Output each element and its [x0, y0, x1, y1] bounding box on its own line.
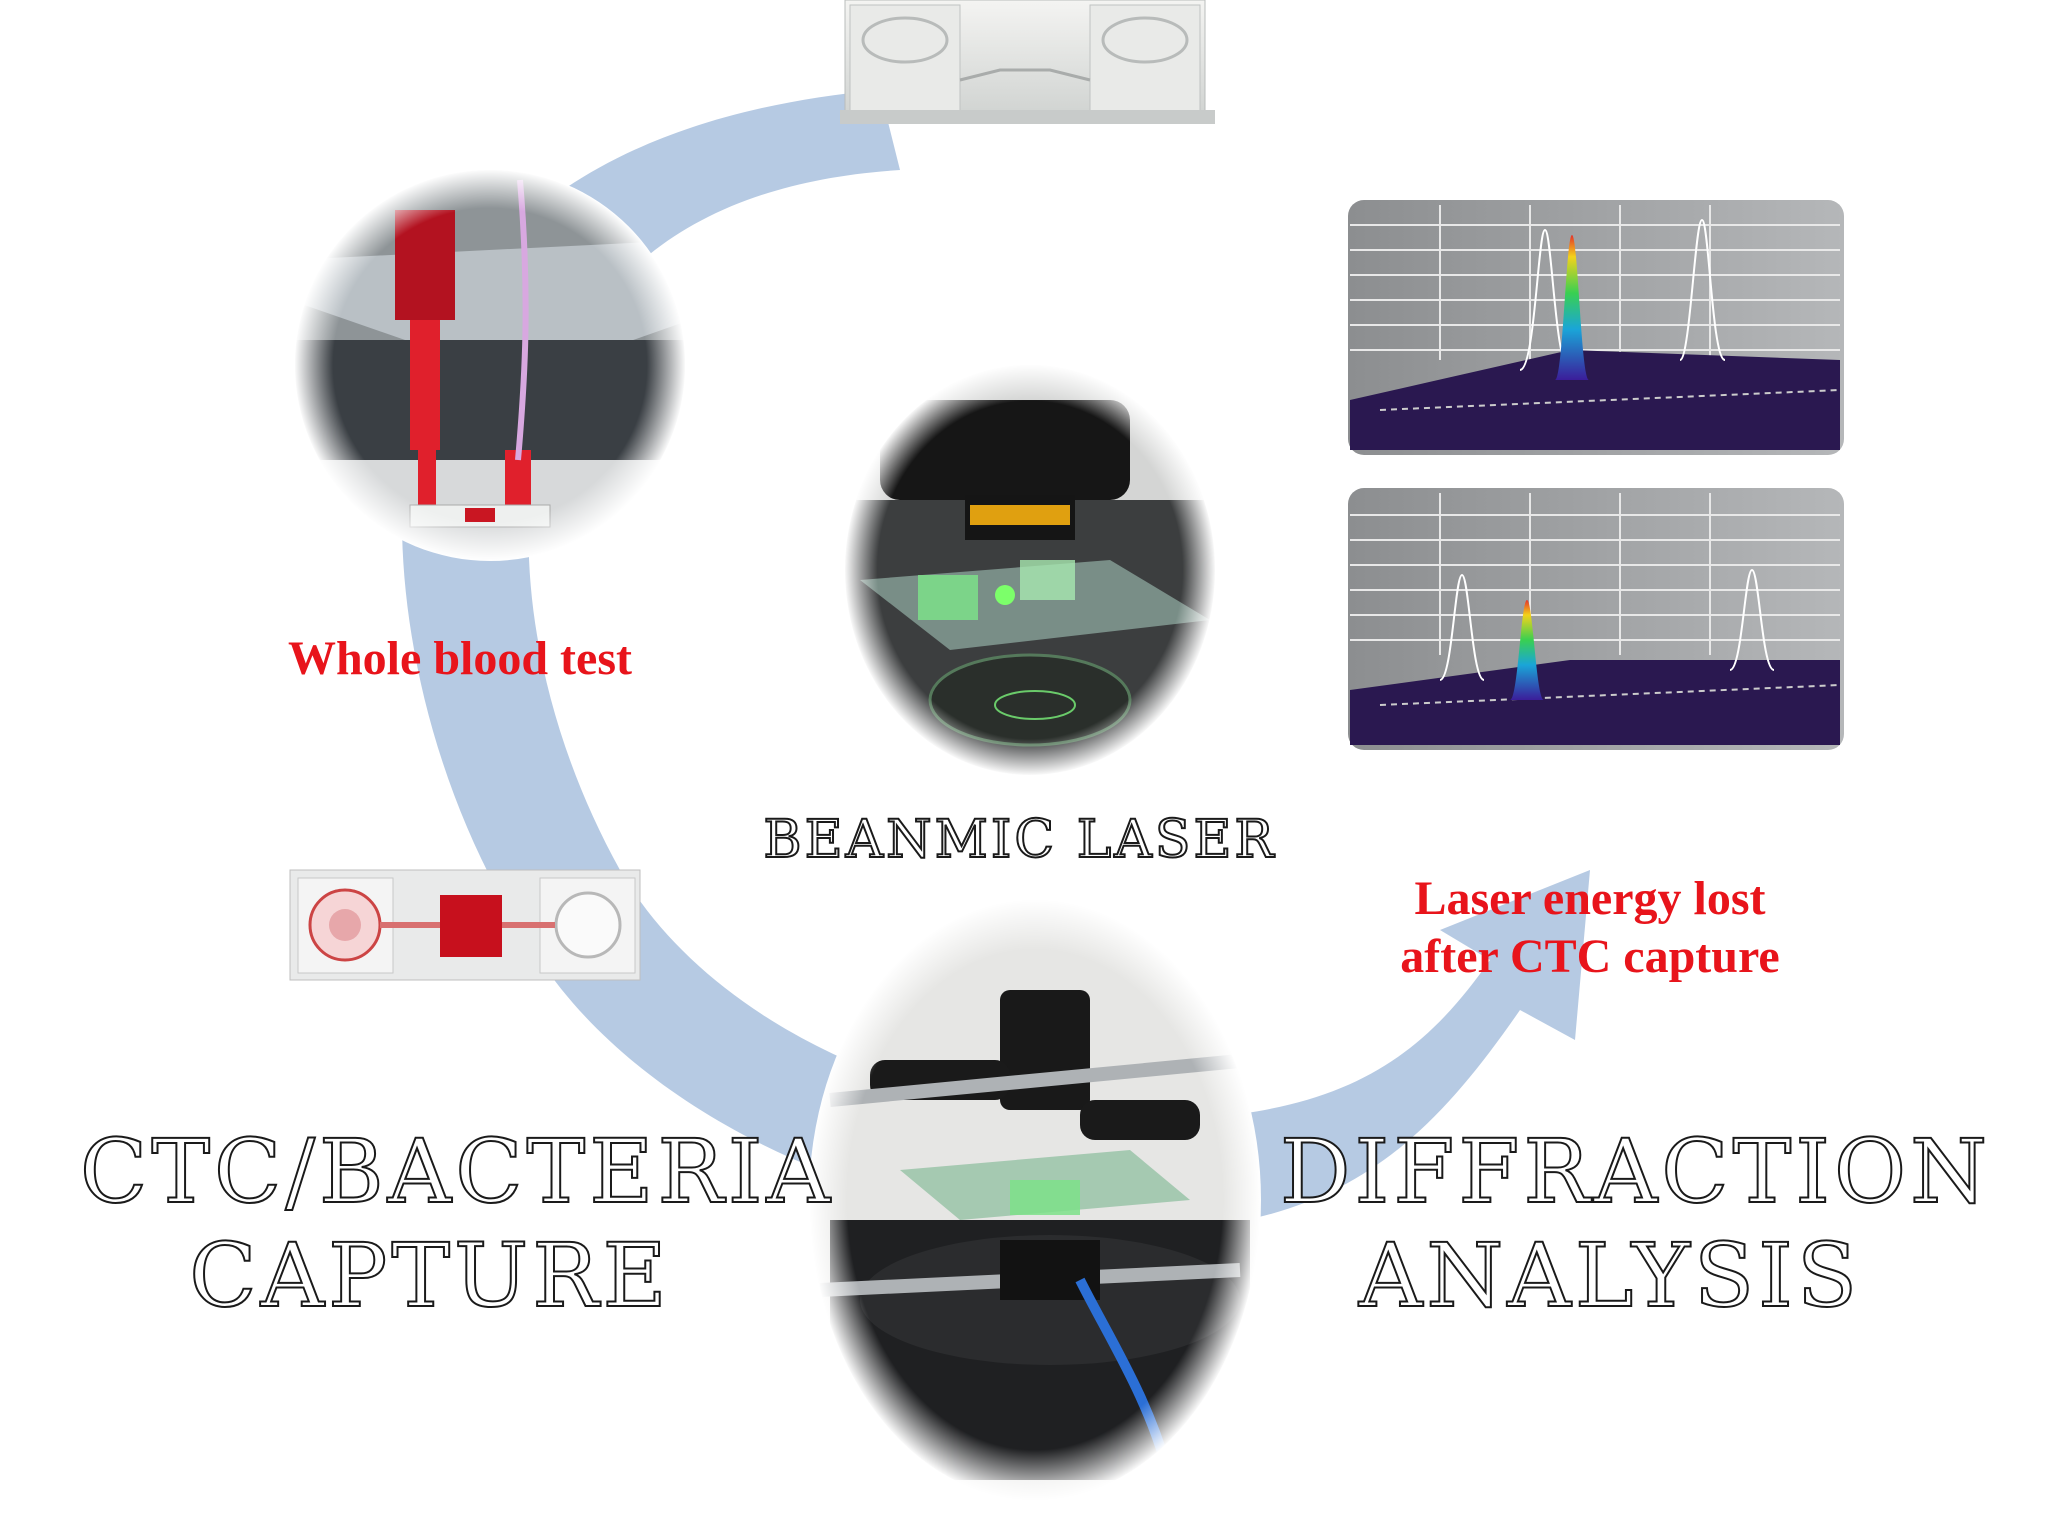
capture-title-line2: CAPTURE: [188, 1223, 671, 1328]
diffraction-title-line2: ANALYSIS: [1358, 1223, 1862, 1328]
diffraction-title-line1: DIFFRACTION: [1279, 1119, 1992, 1224]
laser-energy-line2: after CTC capture: [1400, 930, 1780, 983]
beanmic-laser-label: BEANMIC LASER: [762, 809, 1277, 871]
capture-title: CTC/BACTERIA CAPTURE: [79, 1119, 835, 1328]
whole-blood-label: Whole blood test: [287, 632, 632, 685]
laser-energy-line1: Laser energy lost: [1414, 872, 1766, 925]
laser-energy-label: Laser energy lost after CTC capture: [1370, 870, 1810, 986]
capture-title-line1: CTC/BACTERIA: [79, 1119, 835, 1224]
diffraction-title: DIFFRACTION ANALYSIS: [1279, 1119, 1992, 1328]
